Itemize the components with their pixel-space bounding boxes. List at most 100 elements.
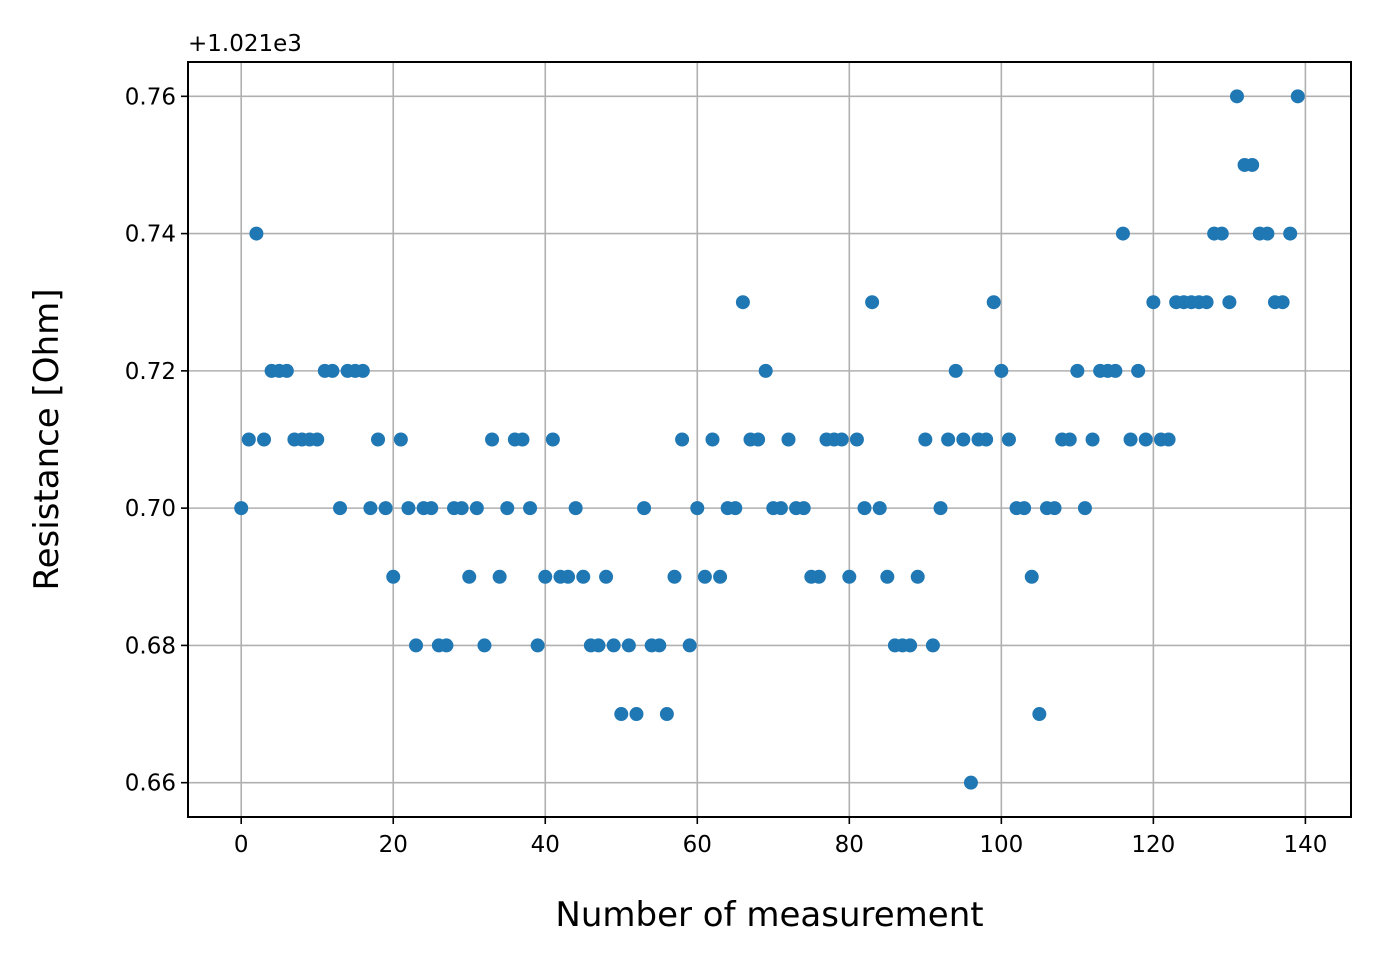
data-point bbox=[515, 432, 530, 447]
data-point bbox=[1085, 432, 1100, 447]
data-point bbox=[1077, 501, 1092, 516]
data-point bbox=[963, 775, 978, 790]
data-point bbox=[614, 707, 629, 722]
data-point bbox=[279, 363, 294, 378]
data-point bbox=[872, 501, 887, 516]
data-point bbox=[1161, 432, 1176, 447]
y-tick-label: 0.74 bbox=[125, 222, 176, 248]
x-tick-label: 80 bbox=[835, 832, 864, 858]
data-point bbox=[1024, 569, 1039, 584]
data-point bbox=[637, 501, 652, 516]
y-tick-label: 0.68 bbox=[125, 633, 176, 659]
x-tick-label: 120 bbox=[1131, 832, 1175, 858]
data-point bbox=[1214, 226, 1229, 241]
data-point bbox=[1245, 157, 1260, 172]
data-point bbox=[652, 638, 667, 653]
data-point bbox=[325, 363, 340, 378]
data-point bbox=[659, 707, 674, 722]
y-tick-label: 0.70 bbox=[125, 496, 176, 522]
data-point bbox=[454, 501, 469, 516]
x-axis-ticks: 0 20 40 60 80 100 120 140 bbox=[234, 817, 1327, 858]
x-tick-label: 40 bbox=[531, 832, 560, 858]
y-axis-ticks: 0.66 0.68 0.70 0.72 0.74 0.76 bbox=[125, 84, 188, 797]
data-point bbox=[834, 432, 849, 447]
data-point bbox=[751, 432, 766, 447]
data-point bbox=[1115, 226, 1130, 241]
data-point bbox=[880, 569, 895, 584]
x-tick-label: 20 bbox=[379, 832, 408, 858]
y-tick-label: 0.72 bbox=[125, 359, 176, 385]
x-tick-label: 140 bbox=[1283, 832, 1327, 858]
data-point bbox=[424, 501, 439, 516]
data-point bbox=[857, 501, 872, 516]
data-point bbox=[409, 638, 424, 653]
data-point bbox=[941, 432, 956, 447]
data-point bbox=[1146, 295, 1161, 310]
data-point bbox=[599, 569, 614, 584]
data-point bbox=[1290, 89, 1305, 104]
data-point bbox=[477, 638, 492, 653]
data-point bbox=[773, 501, 788, 516]
data-point bbox=[333, 501, 348, 516]
data-point bbox=[675, 432, 690, 447]
data-point bbox=[530, 638, 545, 653]
data-point bbox=[1001, 432, 1016, 447]
data-point bbox=[796, 501, 811, 516]
data-point bbox=[994, 363, 1009, 378]
data-point bbox=[979, 432, 994, 447]
data-point bbox=[697, 569, 712, 584]
data-point bbox=[462, 569, 477, 584]
data-point bbox=[363, 501, 378, 516]
data-point bbox=[249, 226, 264, 241]
x-tick-label: 100 bbox=[979, 832, 1023, 858]
y-axis-offset-label: +1.021e3 bbox=[188, 31, 302, 57]
data-point bbox=[378, 501, 393, 516]
data-point bbox=[667, 569, 682, 584]
data-point bbox=[500, 501, 515, 516]
data-point bbox=[925, 638, 940, 653]
data-point bbox=[781, 432, 796, 447]
data-point bbox=[1108, 363, 1123, 378]
data-points bbox=[234, 89, 1305, 790]
data-point bbox=[682, 638, 697, 653]
y-tick-label: 0.66 bbox=[125, 771, 176, 797]
data-point bbox=[629, 707, 644, 722]
plot-area-frame bbox=[187, 61, 1352, 818]
data-point bbox=[735, 295, 750, 310]
data-point bbox=[606, 638, 621, 653]
data-point bbox=[1222, 295, 1237, 310]
data-point bbox=[728, 501, 743, 516]
data-point bbox=[910, 569, 925, 584]
data-point bbox=[986, 295, 1001, 310]
y-axis-title: Resistance [Ohm] bbox=[27, 289, 67, 591]
x-axis-title: Number of measurement bbox=[555, 895, 983, 935]
data-point bbox=[903, 638, 918, 653]
data-point bbox=[933, 501, 948, 516]
data-point bbox=[371, 432, 386, 447]
data-point bbox=[257, 432, 272, 447]
data-point bbox=[492, 569, 507, 584]
data-point bbox=[849, 432, 864, 447]
data-point bbox=[842, 569, 857, 584]
data-point bbox=[956, 432, 971, 447]
data-point bbox=[469, 501, 484, 516]
data-point bbox=[1275, 295, 1290, 310]
data-point bbox=[561, 569, 576, 584]
y-tick-label: 0.76 bbox=[125, 84, 176, 110]
data-point bbox=[1032, 707, 1047, 722]
data-point bbox=[713, 569, 728, 584]
data-point bbox=[523, 501, 538, 516]
data-point bbox=[621, 638, 636, 653]
data-point bbox=[1123, 432, 1138, 447]
data-point bbox=[439, 638, 454, 653]
data-point bbox=[1070, 363, 1085, 378]
data-point bbox=[1199, 295, 1214, 310]
data-point bbox=[310, 432, 325, 447]
data-point bbox=[948, 363, 963, 378]
data-point bbox=[485, 432, 500, 447]
data-point bbox=[1229, 89, 1244, 104]
data-point bbox=[591, 638, 606, 653]
data-point bbox=[865, 295, 880, 310]
